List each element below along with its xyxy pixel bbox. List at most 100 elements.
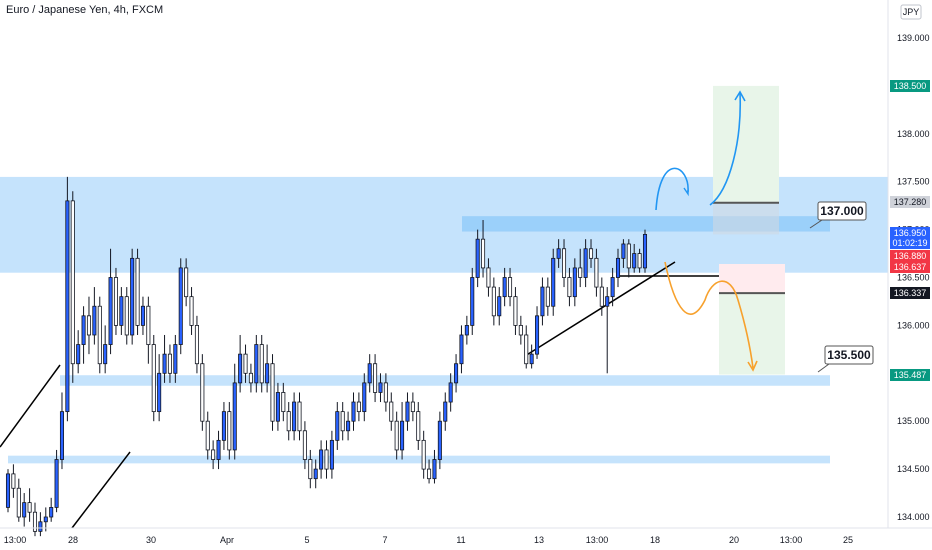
candle [238, 353, 243, 384]
candle [43, 516, 48, 523]
x-tick-label: 13:00 [780, 535, 803, 545]
candle [502, 277, 507, 298]
candle [454, 363, 459, 384]
candle [432, 459, 437, 480]
y-tick-label: 137.500 [897, 177, 930, 187]
currency-label: JPY [903, 7, 920, 17]
candle [605, 296, 610, 307]
arrow-down-head [747, 360, 758, 372]
candle [481, 238, 486, 269]
candle [626, 243, 631, 269]
candle [108, 277, 113, 345]
zone-4 [8, 455, 830, 464]
candle [243, 353, 248, 374]
trendline-left-1 [0, 364, 61, 448]
candle [578, 267, 583, 278]
candle [286, 411, 291, 432]
candle [130, 257, 135, 336]
candle [113, 277, 118, 326]
callout-137-box [817, 201, 867, 221]
callout-137-pointer [809, 219, 823, 229]
candle [556, 248, 561, 259]
candle [637, 253, 642, 269]
candle [216, 439, 221, 460]
callout-135-5-pointer [817, 363, 830, 373]
candle [389, 401, 394, 422]
price-tag-7: 136.337 [894, 288, 927, 298]
currency-badge[interactable] [900, 4, 922, 20]
candle [351, 401, 356, 422]
candle [362, 382, 367, 413]
x-tick-label: 13:00 [4, 535, 27, 545]
candle [173, 344, 178, 374]
candle [567, 277, 572, 298]
x-tick-label: 20 [729, 535, 739, 545]
projection-arrow-down [664, 261, 754, 369]
candle [421, 439, 426, 470]
candle [610, 277, 615, 298]
candle [97, 305, 102, 365]
y-tick-label: 136.500 [897, 273, 930, 283]
candle [292, 401, 297, 432]
candle [5, 473, 11, 508]
candle [443, 401, 448, 422]
x-tick-label: 13:00 [586, 535, 609, 545]
price-tag-bg [890, 250, 930, 262]
candle [76, 344, 81, 365]
candle [437, 420, 442, 460]
candle [81, 315, 86, 345]
candle [508, 277, 513, 298]
candle [448, 382, 453, 403]
x-tick-label: 25 [843, 535, 853, 545]
candle [49, 507, 54, 518]
price-tag-5: 136.880 [894, 251, 927, 261]
callout-135-5-label: 135.500 [827, 348, 871, 362]
price-tag-bg [890, 261, 930, 273]
candle [313, 468, 318, 480]
candle [281, 392, 286, 413]
trendline-left-2 [71, 451, 131, 529]
zone-3 [60, 375, 830, 386]
y-tick-label: 135.000 [897, 416, 930, 426]
candle [329, 439, 334, 470]
candle [157, 372, 162, 413]
x-tick-label: 28 [68, 535, 78, 545]
candle [92, 305, 97, 336]
candle [135, 257, 140, 326]
y-tick-label: 136.000 [897, 320, 930, 330]
y-tick-label: 134.500 [897, 464, 930, 474]
price-tag-bg [890, 227, 930, 239]
candle [11, 473, 16, 489]
candle [54, 459, 59, 508]
candle [346, 420, 351, 432]
candle [324, 449, 329, 470]
candle [383, 382, 388, 403]
candle [27, 502, 32, 513]
x-tick-label: 13 [534, 535, 544, 545]
candle [583, 248, 588, 278]
candle [410, 401, 415, 413]
candle [405, 401, 410, 422]
candle [551, 257, 556, 307]
candle [178, 267, 183, 345]
x-tick-label: 18 [650, 535, 660, 545]
chart-title: Euro / Japanese Yen, 4h, FXCM [6, 4, 164, 16]
candle [642, 233, 648, 269]
candle [367, 363, 372, 384]
candle [59, 411, 65, 460]
candle [162, 353, 167, 374]
candle [119, 296, 124, 326]
candle [297, 401, 302, 432]
callout-135-5-box [824, 345, 874, 365]
candle [491, 286, 496, 317]
candle [205, 420, 210, 451]
candle [151, 344, 156, 413]
x-tick-label: 11 [456, 535, 465, 545]
candle [524, 334, 529, 365]
candle [340, 411, 345, 432]
candle [540, 286, 545, 317]
price-tag-6: 136.637 [894, 262, 927, 272]
candle [200, 363, 205, 422]
candle [308, 459, 313, 480]
